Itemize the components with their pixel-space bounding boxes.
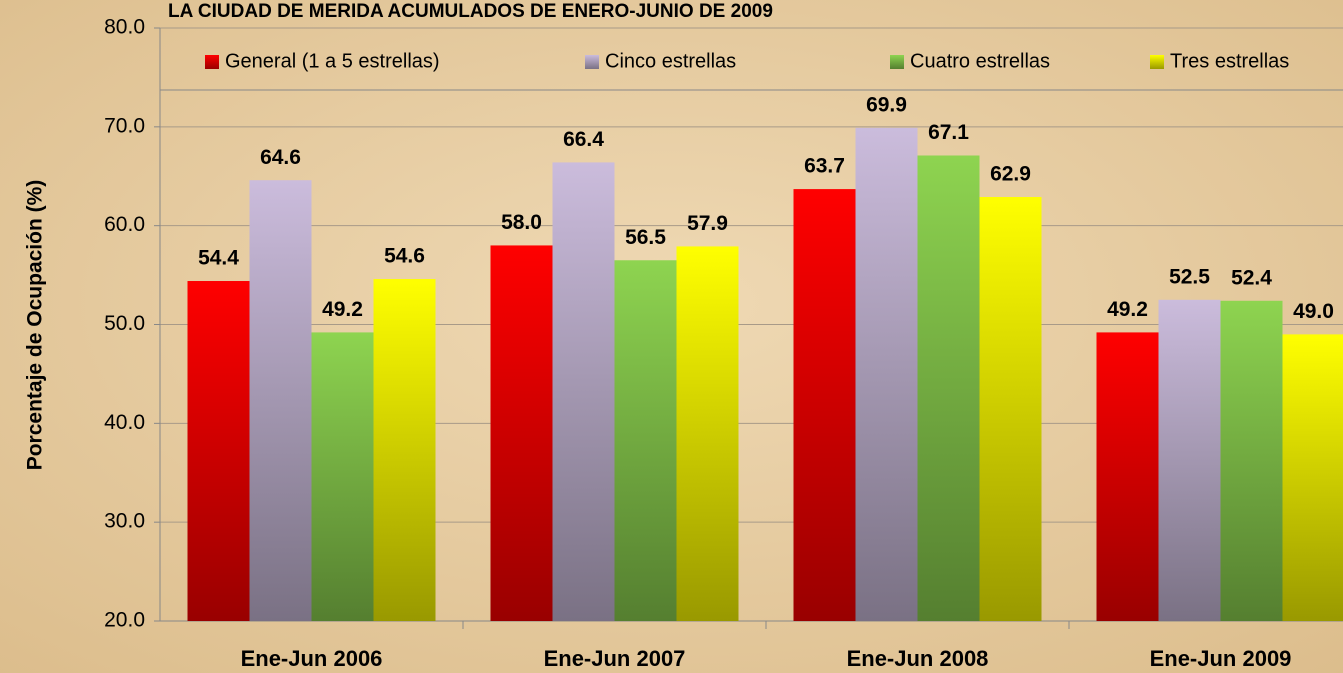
bar — [1096, 332, 1159, 621]
value-label: 52.4 — [1231, 266, 1272, 289]
value-label: 54.6 — [384, 245, 425, 268]
value-label: 58.0 — [501, 211, 542, 234]
value-label: 54.4 — [198, 247, 239, 270]
bar — [676, 246, 739, 621]
legend-label: Cuatro estrellas — [910, 50, 1050, 72]
value-label: 69.9 — [866, 93, 907, 116]
value-label: 52.5 — [1169, 265, 1210, 288]
bar — [552, 162, 615, 621]
y-tick-label: 20.0 — [104, 609, 145, 632]
x-tick-label: Ene-Jun 2008 — [847, 646, 989, 671]
legend-swatch — [1150, 55, 1164, 69]
bar — [1282, 334, 1343, 621]
bar — [917, 155, 980, 621]
bar — [855, 127, 918, 622]
value-label: 67.1 — [928, 121, 969, 144]
y-tick-label: 30.0 — [104, 510, 145, 533]
value-label: 62.9 — [990, 163, 1031, 186]
legend-swatch — [205, 55, 219, 69]
bar — [311, 332, 374, 621]
y-tick-label: 40.0 — [104, 411, 145, 434]
chart-title: LA CIUDAD DE MERIDA ACUMULADOS DE ENERO-… — [168, 1, 773, 22]
y-tick-label: 50.0 — [104, 312, 145, 335]
value-label: 64.6 — [260, 146, 301, 169]
bar — [979, 197, 1042, 621]
value-label: 49.2 — [322, 298, 363, 321]
bar — [187, 281, 250, 621]
y-tick-label: 70.0 — [104, 114, 145, 137]
value-label: 66.4 — [563, 128, 604, 151]
bar — [1220, 300, 1283, 621]
bar — [614, 260, 677, 621]
legend-swatch — [890, 55, 904, 69]
x-tick-label: Ene-Jun 2009 — [1150, 646, 1292, 671]
legend-label: Tres estrellas — [1170, 50, 1289, 72]
legend-label: Cinco estrellas — [605, 50, 736, 72]
y-tick-label: 80.0 — [104, 16, 145, 39]
bar — [373, 279, 436, 621]
x-tick-label: Ene-Jun 2006 — [241, 646, 383, 671]
y-tick-label: 60.0 — [104, 213, 145, 236]
legend-swatch — [585, 55, 599, 69]
value-label: 63.7 — [804, 155, 845, 178]
x-tick-label: Ene-Jun 2007 — [544, 646, 686, 671]
value-label: 49.2 — [1107, 298, 1148, 321]
value-label: 49.0 — [1293, 300, 1334, 323]
value-label: 57.9 — [687, 212, 728, 235]
legend-label: General (1 a 5 estrellas) — [225, 50, 440, 72]
bar — [490, 245, 553, 621]
value-label: 56.5 — [625, 226, 666, 249]
bar — [1158, 299, 1221, 621]
y-axis-label: Porcentaje de Ocupación (%) — [24, 180, 47, 471]
bar — [249, 180, 312, 621]
bar — [793, 189, 856, 621]
